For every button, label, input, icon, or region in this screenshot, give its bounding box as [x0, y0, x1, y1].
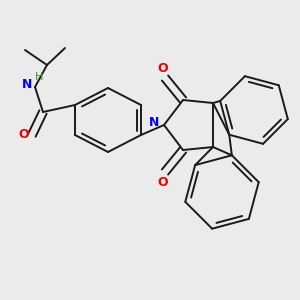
- Text: N: N: [149, 116, 159, 130]
- Text: O: O: [158, 61, 168, 74]
- Text: H: H: [35, 72, 43, 82]
- Text: O: O: [158, 176, 168, 188]
- Text: O: O: [19, 128, 29, 142]
- Text: N: N: [22, 79, 32, 92]
